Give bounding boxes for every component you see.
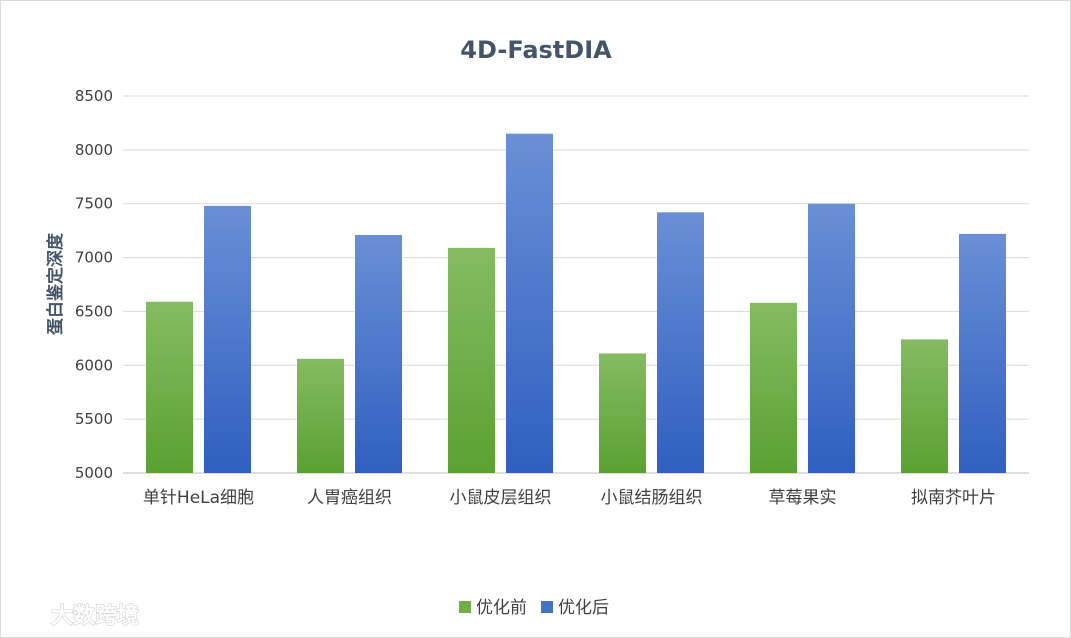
x-category-label: 小鼠皮层组织: [450, 488, 552, 508]
legend: 优化前 优化后: [459, 598, 609, 618]
bar-before: [448, 247, 495, 473]
y-tick-label: 7500: [75, 195, 113, 213]
x-category-label: 拟南芥叶片: [911, 488, 996, 508]
y-axis-title: 蛋白鉴定深度: [45, 232, 66, 335]
legend-label: 优化后: [558, 598, 609, 618]
bar-after: [355, 234, 402, 473]
legend-swatch: [459, 601, 471, 613]
bars: [146, 133, 1006, 473]
x-category-label: 人胃癌组织: [307, 488, 392, 508]
y-tick-label: 5000: [75, 464, 113, 482]
bar-after: [959, 233, 1006, 473]
watermark: 大数跨境: [51, 603, 140, 630]
y-tick-label: 8500: [75, 87, 113, 105]
x-category-label: 单针HeLa细胞: [143, 488, 254, 508]
bar-after: [204, 205, 251, 473]
y-tick-label: 6500: [75, 302, 113, 320]
bar-before: [901, 339, 948, 473]
x-category-label: 草莓果实: [769, 488, 837, 508]
bar-before: [750, 302, 797, 473]
bar-before: [599, 353, 646, 473]
y-tick-label: 8000: [75, 141, 113, 159]
bar-after: [657, 212, 704, 473]
bar-after: [808, 203, 855, 473]
bar-after: [506, 133, 553, 473]
chart-title: 4D-FastDIA: [460, 36, 612, 64]
bar-before: [297, 358, 344, 473]
y-axis-ticks: 5000 5500 6000 6500 7000 7500 8000 8500: [75, 87, 113, 482]
y-tick-label: 7000: [75, 249, 113, 267]
y-tick-label: 6000: [75, 356, 113, 374]
y-tick-label: 5500: [75, 410, 113, 428]
bar-before: [146, 301, 193, 473]
gridlines: [123, 95, 1029, 474]
legend-swatch: [541, 601, 553, 613]
legend-label: 优化前: [476, 598, 527, 618]
x-axis-categories: 单针HeLa细胞 人胃癌组织 小鼠皮层组织 小鼠结肠组织 草莓果实 拟南芥叶片: [143, 488, 996, 508]
x-category-label: 小鼠结肠组织: [601, 488, 703, 508]
watermark-text: 大数跨境: [51, 603, 139, 629]
